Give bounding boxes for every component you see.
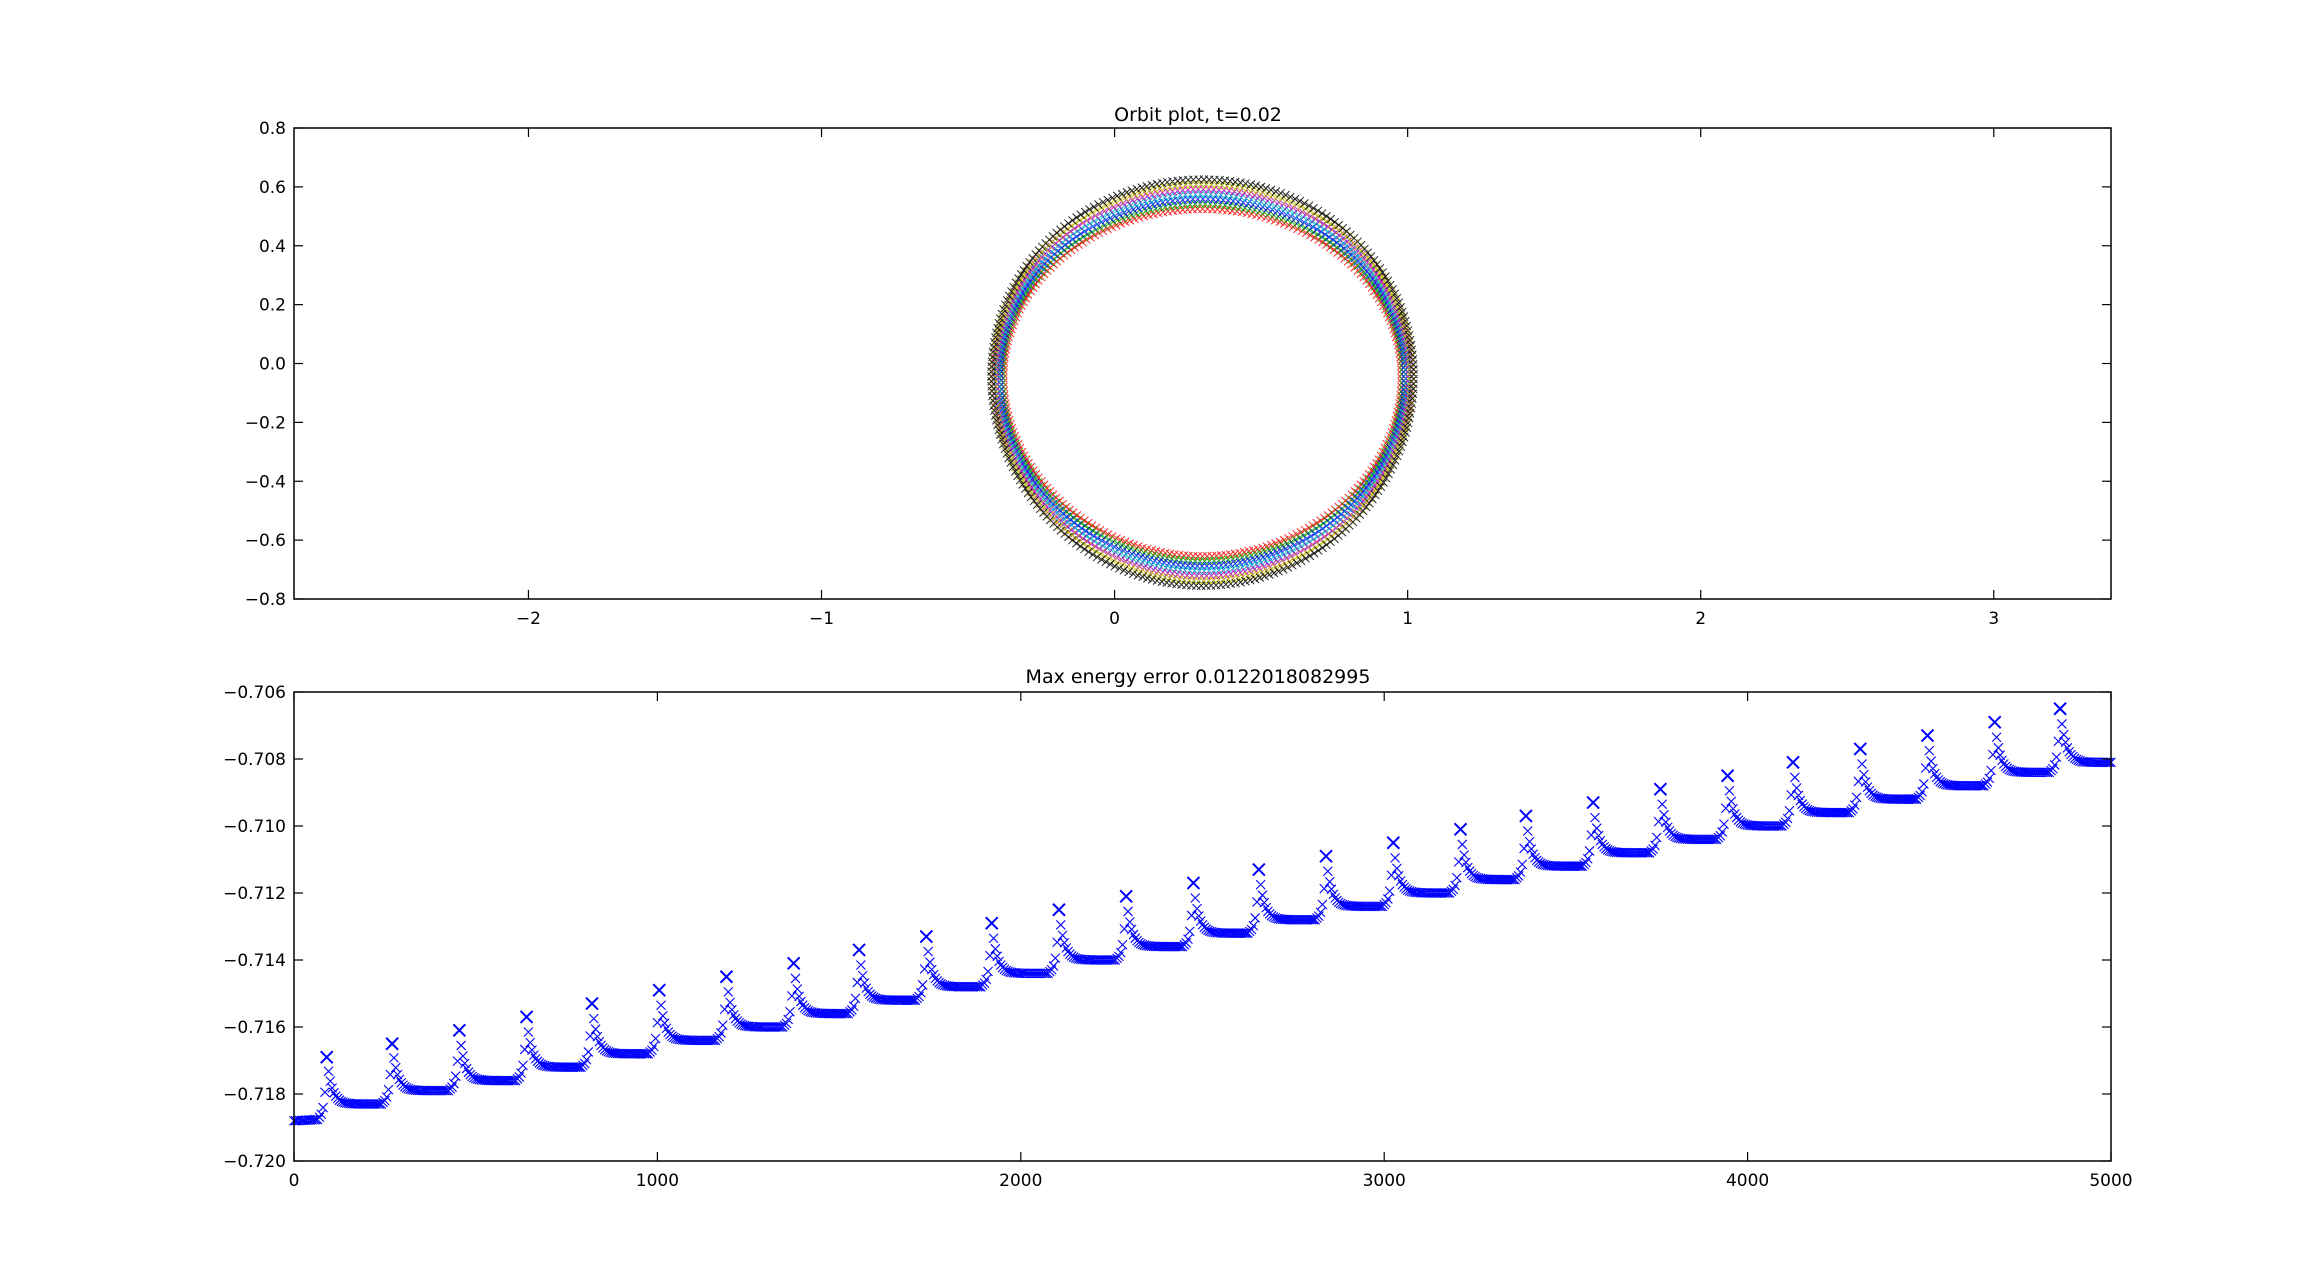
orbit-x-tick-label: 2 xyxy=(1695,609,1706,629)
energy-spike-marker xyxy=(985,916,999,930)
orbit-y-tick-label: −0.6 xyxy=(245,531,286,551)
orbit-y-tick-label: −0.2 xyxy=(245,413,286,433)
energy-spike-marker xyxy=(1052,903,1066,917)
energy-y-tick-label: −0.714 xyxy=(223,951,286,971)
energy-spike-marker xyxy=(1252,862,1266,877)
energy-spike-marker xyxy=(652,983,666,997)
energy-plot-title: Max energy error 0.0122018082995 xyxy=(1026,666,1371,688)
energy-x-tick-label: 5000 xyxy=(2089,1171,2132,1191)
energy-spike-marker xyxy=(1653,782,1668,796)
energy-x-axis: 0 1000 2000 3000 4000 5000 xyxy=(289,692,2133,1191)
energy-spike-marker xyxy=(1720,769,1735,783)
energy-spike-marker xyxy=(2053,702,2067,716)
energy-x-tick-label: 4000 xyxy=(1726,1171,1769,1191)
energy-y-tick-label: −0.716 xyxy=(223,1018,286,1038)
energy-spike-marker xyxy=(1920,728,1935,743)
orbit-y-tick-label: 0.6 xyxy=(259,178,286,198)
energy-spike-marker xyxy=(786,956,801,971)
orbit-x-tick-label: 3 xyxy=(1988,609,1999,629)
orbit-y-tick-label: 0.8 xyxy=(259,119,286,139)
energy-spike-marker xyxy=(1853,742,1867,756)
energy-spike-marker xyxy=(1786,755,1800,770)
energy-spike-marker xyxy=(719,970,734,984)
energy-spike-marker xyxy=(1519,809,1533,823)
energy-y-tick-label: −0.718 xyxy=(223,1085,286,1105)
energy-spike-marker xyxy=(919,929,934,944)
energy-spike-marker xyxy=(1186,876,1201,890)
energy-spike-marker xyxy=(385,1037,399,1051)
orbit-y-tick-label: 0.0 xyxy=(259,355,286,375)
orbit-y-axis: −0.8 −0.6 −0.4 −0.2 0.0 0.2 0.4 0.6 0.8 xyxy=(245,119,2111,610)
orbit-x-axis: −2 −1 0 1 2 3 xyxy=(516,128,1999,629)
energy-y-tick-label: −0.706 xyxy=(223,683,286,703)
energy-spike-marker xyxy=(1386,836,1400,850)
orbit-x-tick-label: −2 xyxy=(516,609,541,629)
orbit-plot-title: Orbit plot, t=0.02 xyxy=(1114,104,1282,126)
energy-x-tick-label: 2000 xyxy=(999,1171,1042,1191)
energy-x-tick-label: 3000 xyxy=(1363,1171,1406,1191)
energy-y-axis: −0.720 −0.718 −0.716 −0.714 −0.712 −0.710 −0.7… xyxy=(223,683,2111,1172)
energy-y-tick-label: −0.720 xyxy=(223,1152,286,1172)
orbit-y-tick-label: 0.4 xyxy=(259,237,286,257)
orbit-markers xyxy=(987,175,1418,591)
energy-y-tick-label: −0.708 xyxy=(223,750,286,770)
energy-plot: Max energy error 0.0122018082995 0 1000 20… xyxy=(223,666,2133,1191)
orbit-x-tick-label: 1 xyxy=(1402,609,1413,629)
energy-spike-marker xyxy=(1586,795,1600,810)
orbit-y-tick-label: −0.4 xyxy=(245,472,286,492)
energy-plot-frame xyxy=(293,691,2112,1162)
energy-spike-marker xyxy=(452,1023,467,1038)
energy-spike-marker xyxy=(1453,822,1468,837)
energy-y-tick-label: −0.710 xyxy=(223,817,286,837)
orbit-y-tick-label: 0.2 xyxy=(259,296,286,316)
orbit-x-tick-label: −1 xyxy=(809,609,834,629)
orbit-x-tick-label: 0 xyxy=(1109,609,1120,629)
energy-spike-marker xyxy=(1319,849,1333,863)
energy-spike-marker xyxy=(1988,715,2002,729)
energy-spike-marker xyxy=(319,1050,334,1064)
energy-spike-marker xyxy=(1119,889,1133,904)
energy-y-tick-label: −0.712 xyxy=(223,884,286,904)
energy-x-tick-label: 1000 xyxy=(636,1171,679,1191)
energy-spike-marker xyxy=(585,996,599,1011)
orbit-y-tick-label: −0.8 xyxy=(245,590,286,610)
energy-spike-marker xyxy=(852,943,866,957)
orbit-plot: Orbit plot, t=0.02 −2 −1 0 1 2 3 −0.8 −0.6 −0.4… xyxy=(245,104,2112,629)
energy-x-tick-label: 0 xyxy=(289,1171,300,1191)
energy-spike-marker xyxy=(519,1010,534,1024)
orbit-marker-ring xyxy=(987,175,1418,591)
